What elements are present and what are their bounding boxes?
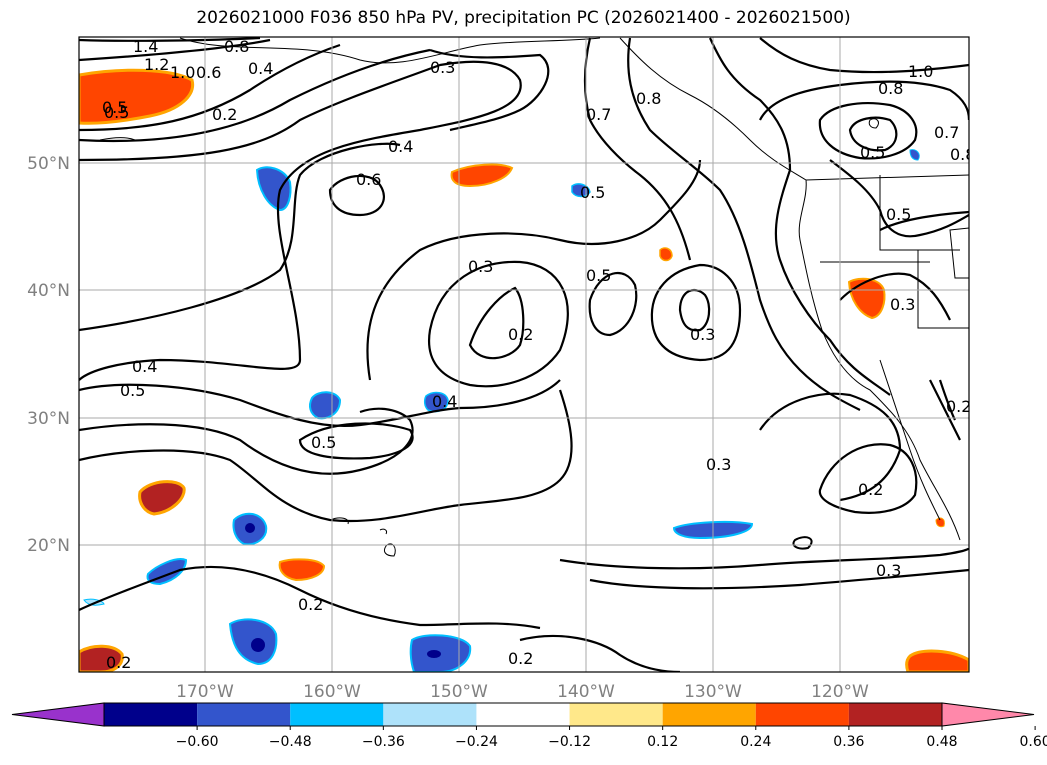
colorbar-tick-label: 0.36 <box>833 734 864 750</box>
precip-blob-small-a <box>659 247 673 262</box>
contour-label: 0.5 <box>102 98 127 117</box>
contour-label: 0.8 <box>878 79 903 98</box>
contour-label: 0.2 <box>508 325 533 344</box>
plot-area <box>79 37 969 672</box>
contour-label: 0.8 <box>224 37 249 56</box>
lat-label-30n: 30°N <box>27 409 70 429</box>
contour-label: 0.8 <box>950 145 975 164</box>
contour-label: 0.5 <box>586 266 611 285</box>
contour-label: 0.5 <box>580 183 605 202</box>
colorbar-bin <box>290 703 384 726</box>
contour-label: 0.6 <box>356 170 381 189</box>
contour-label: 0.3 <box>876 561 901 580</box>
precip-blob-blue-8-core <box>251 638 265 652</box>
contour-label: 0.5 <box>311 433 336 452</box>
precip-blob-nw <box>79 68 195 125</box>
lat-label-40n: 40°N <box>27 281 70 301</box>
precip-blob-blue-11 <box>909 149 920 161</box>
contour-label: 0.2 <box>212 105 237 124</box>
contour-label: 0.4 <box>432 392 457 411</box>
precip-blob-hawaii <box>278 558 326 582</box>
plot-border <box>78 36 970 673</box>
colorbar-bin <box>755 703 849 726</box>
contour-label: 0.4 <box>388 137 413 156</box>
contour-label: 0.3 <box>430 58 455 77</box>
contour-label: 0.5 <box>104 103 129 122</box>
contour-label: 0.8 <box>636 89 661 108</box>
precip-blob-blue-1 <box>255 166 292 212</box>
colorbar-tick-label: 0.12 <box>647 734 678 750</box>
lon-label-170w: 170°W <box>176 682 234 702</box>
colorbar-extend-low <box>11 702 105 727</box>
contour-label: 0.2 <box>298 595 323 614</box>
lon-label-130w: 130°W <box>684 682 742 702</box>
contour-label: 0.4 <box>132 357 157 376</box>
contour-label: 0.5 <box>886 205 911 224</box>
precip-blob-tiny-a <box>935 517 945 528</box>
contour-label: 0.5 <box>860 143 885 162</box>
precip-blob-w-sw <box>138 480 186 516</box>
contour-label: 0.5 <box>120 381 145 400</box>
lon-label-160w: 160°W <box>303 682 361 702</box>
contour-label: 0.3 <box>890 295 915 314</box>
graticule <box>79 37 969 672</box>
lat-label-50n: 50°N <box>27 154 70 174</box>
contour-labels: 1.4 1.2 1.0 0.8 0.6 0.4 0.5 0.2 0.3 0.4 … <box>102 37 975 672</box>
colorbar-tick-label: −0.48 <box>269 734 312 750</box>
colorbar-bin <box>383 703 477 726</box>
contour-label: 0.2 <box>508 649 533 668</box>
precip-blob-blue-5-core <box>245 523 255 533</box>
contour-label: 0.2 <box>946 397 971 416</box>
contour-label: 0.6 <box>196 63 221 82</box>
lon-label-140w: 140°W <box>557 682 615 702</box>
colorbar-extend-high <box>941 702 1035 727</box>
contour-label: 0.3 <box>468 257 493 276</box>
lon-label-120w: 120°W <box>811 682 869 702</box>
precip-blob-n-central <box>450 163 514 188</box>
contour-label: 1.0 <box>908 62 933 81</box>
contour-label: 0.7 <box>934 123 959 142</box>
colorbar-tick-label: −0.36 <box>362 734 405 750</box>
precip-blob-blue-3 <box>309 391 342 420</box>
contour-label: 0.2 <box>858 480 883 499</box>
colorbar-bin <box>569 703 663 726</box>
precip-blob-se-corner <box>905 649 969 672</box>
lon-label-150w: 150°W <box>430 682 488 702</box>
contour-label: 1.0 <box>170 63 195 82</box>
contour-label: 0.4 <box>248 59 273 78</box>
colorbar-bin <box>662 703 756 726</box>
colorbar-bin <box>104 703 198 726</box>
colorbar-tick-label: 0.60 <box>1020 734 1047 750</box>
latitude-labels: 50°N 40°N 30°N 20°N <box>27 154 70 556</box>
coastlines <box>99 37 969 557</box>
colorbar: −0.60 −0.48 −0.36 −0.24 −0.12 0.12 0.24 0.36 0.4… <box>11 702 1047 750</box>
colorbar-bin <box>848 703 942 726</box>
colorbar-tick-label: −0.24 <box>455 734 498 750</box>
lat-label-20n: 20°N <box>27 536 70 556</box>
colorbar-bin <box>476 703 570 726</box>
map-title: 2026021000 F036 850 hPa PV, precipitatio… <box>196 8 851 28</box>
longitude-labels: 170°W 160°W 150°W 140°W 130°W 120°W <box>176 682 869 702</box>
precip-shading <box>79 68 969 672</box>
contour-label: 0.7 <box>586 105 611 124</box>
contour-label: 0.2 <box>106 653 131 672</box>
contour-label: 1.2 <box>144 55 169 74</box>
colorbar-outline <box>103 702 943 727</box>
colorbar-tick-label: 0.48 <box>926 734 957 750</box>
colorbar-tick-label: −0.12 <box>548 734 591 750</box>
contour-label: 1.4 <box>133 37 158 56</box>
colorbar-tick-label: 0.24 <box>740 734 771 750</box>
contour-label: 0.3 <box>706 455 731 474</box>
colorbar-tick-label: −0.60 <box>176 734 219 750</box>
colorbar-bin <box>197 703 291 726</box>
contour-label: 0.3 <box>690 325 715 344</box>
precip-blob-blue-9-core <box>427 650 441 658</box>
